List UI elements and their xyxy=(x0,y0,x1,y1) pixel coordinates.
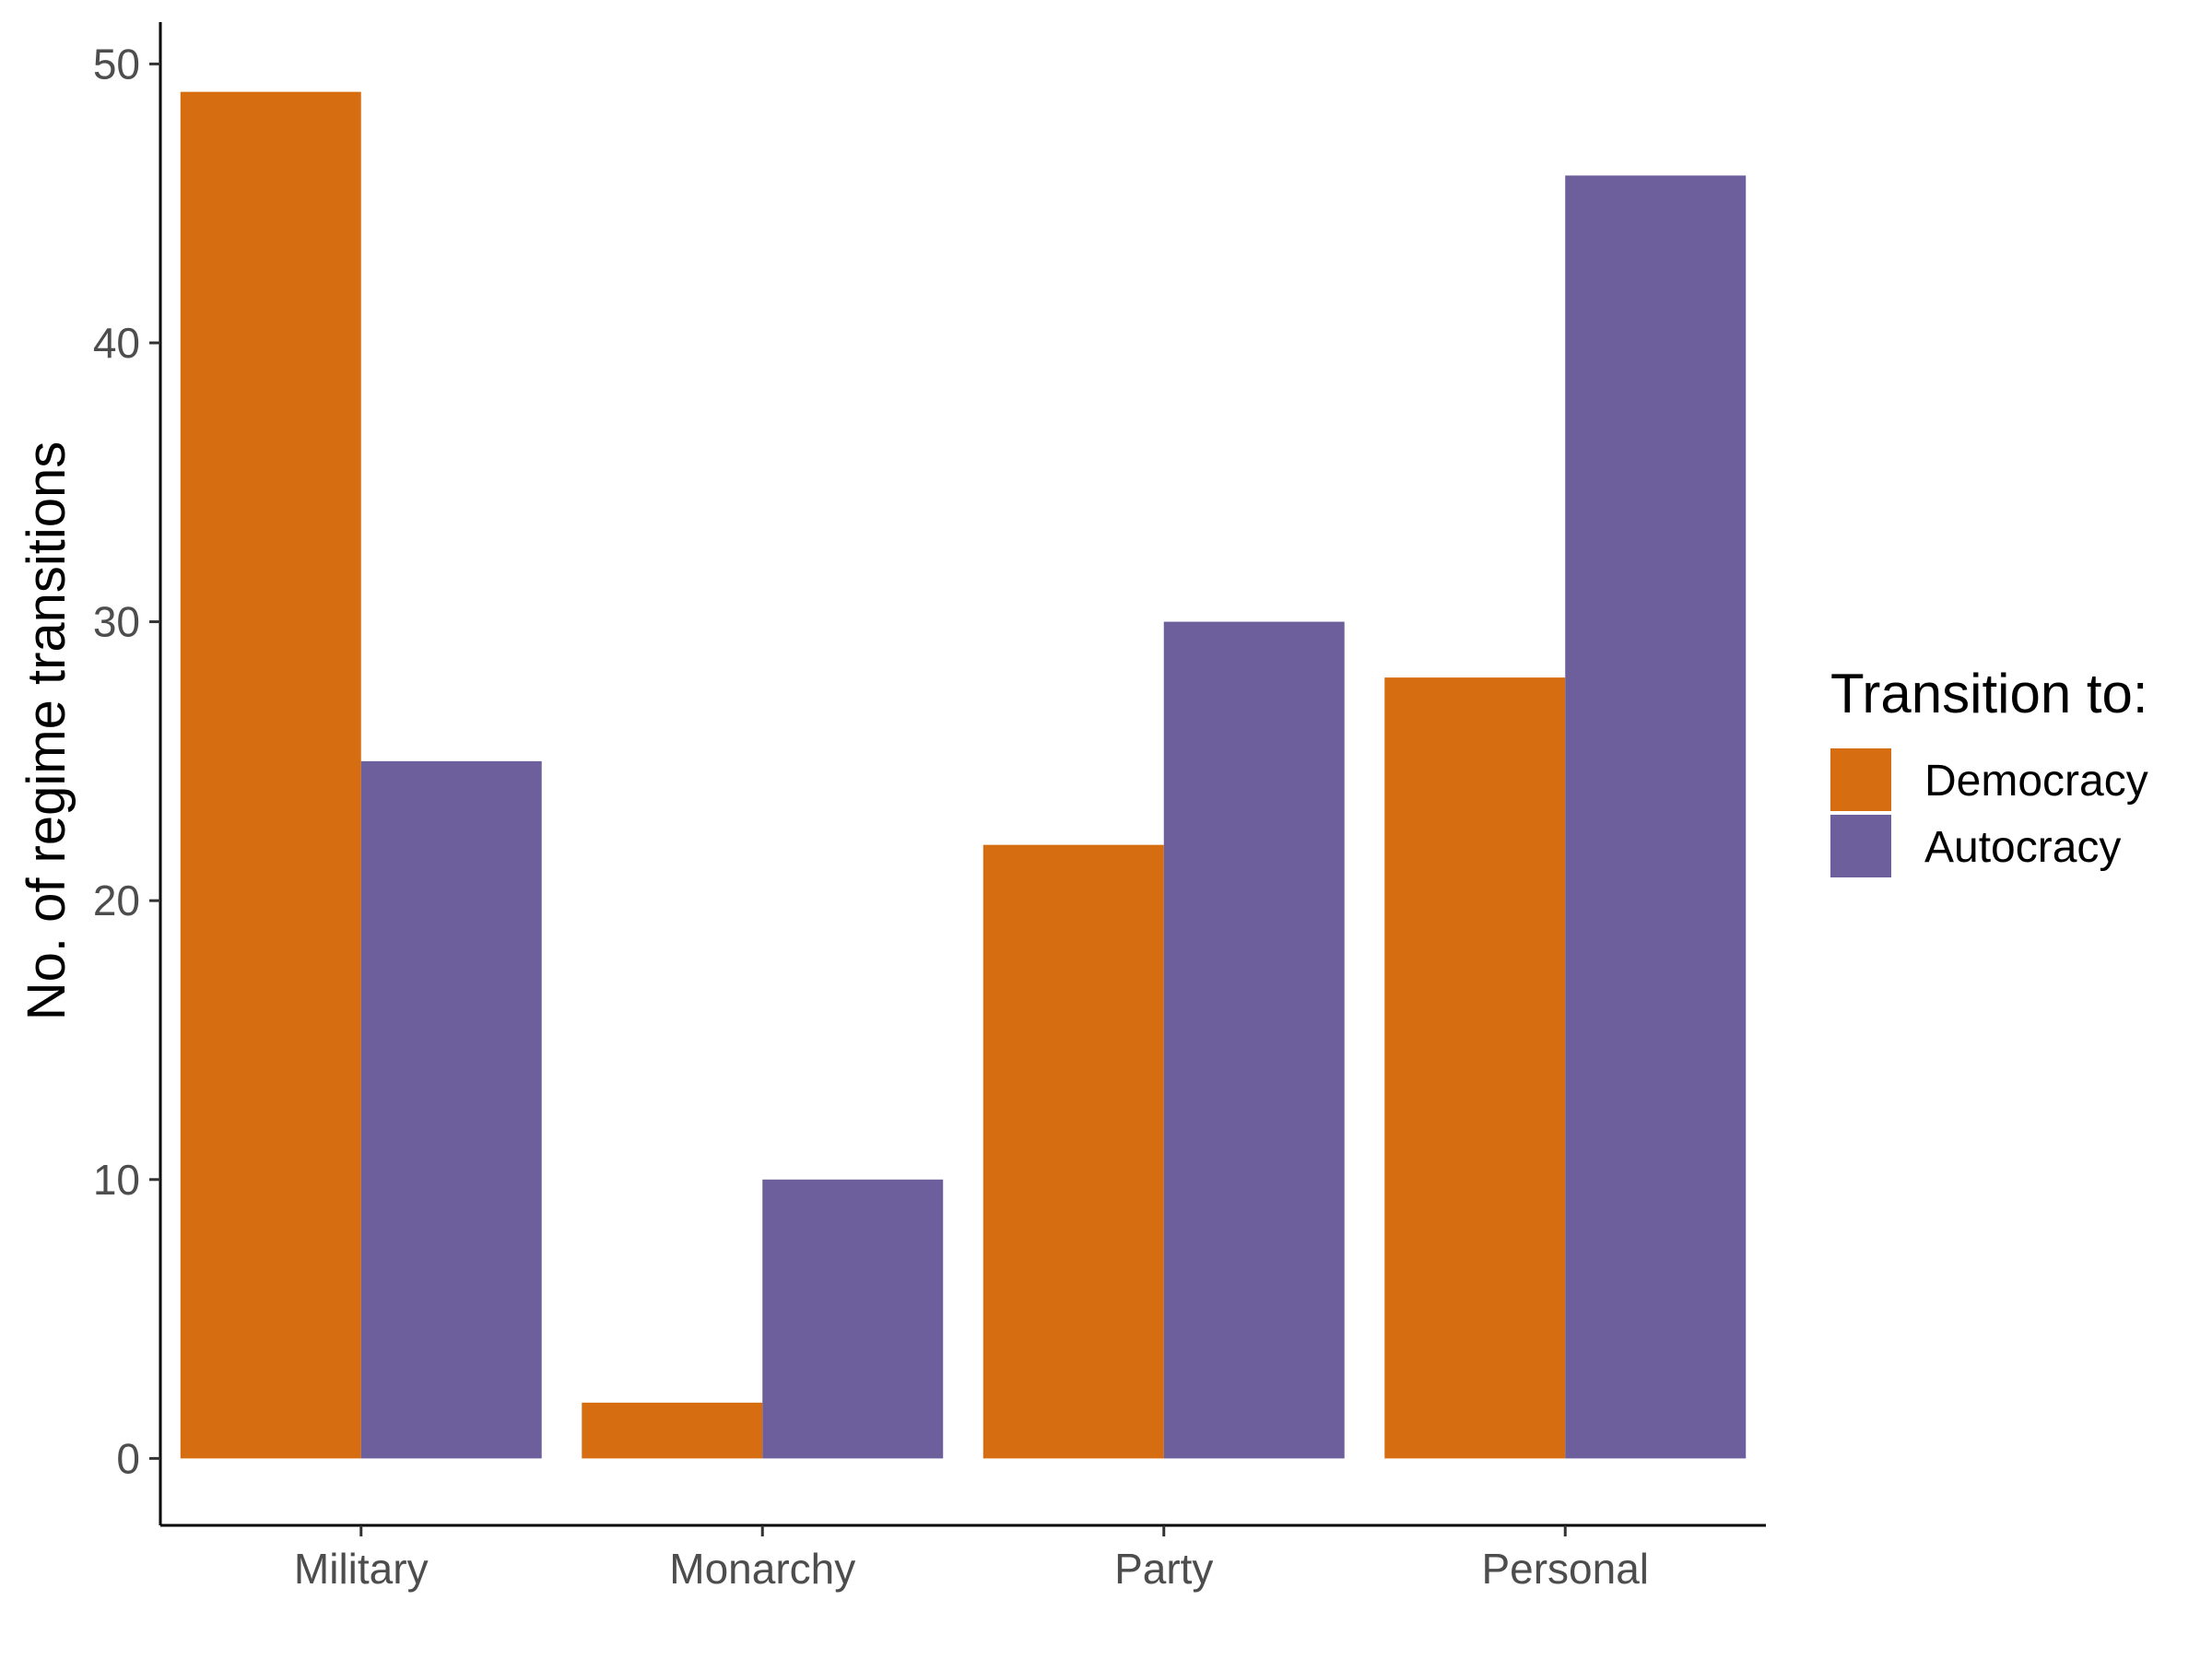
legend-label-autocracy: Autocracy xyxy=(1924,823,2121,872)
x-tick-label-personal: Personal xyxy=(1481,1545,1649,1593)
axes: 0 10 20 30 40 50 Military Monarchy Party Personal xyxy=(93,22,1766,1593)
bar-military-democracy xyxy=(180,91,361,1459)
bar-party-democracy xyxy=(982,844,1164,1459)
bar-monarchy-autocracy xyxy=(762,1179,944,1459)
bar-monarchy-democracy xyxy=(582,1402,763,1459)
x-tick-label-party: Party xyxy=(1114,1545,1213,1593)
y-tick-label: 50 xyxy=(93,40,140,88)
legend-title: Transition to: xyxy=(1830,663,2148,724)
x-tick-label-military: Military xyxy=(294,1545,429,1593)
y-tick-label: 10 xyxy=(93,1156,140,1204)
y-tick-label: 20 xyxy=(93,877,140,924)
bars xyxy=(180,91,1747,1459)
y-tick-label: 40 xyxy=(93,319,140,367)
legend-key-democracy xyxy=(1830,748,1891,811)
legend: Transition to: Democracy Autocracy xyxy=(1830,663,2148,877)
bar-military-autocracy xyxy=(360,760,542,1459)
y-tick-label: 0 xyxy=(116,1434,140,1482)
x-tick-label-monarchy: Monarchy xyxy=(669,1545,855,1593)
bar-personal-democracy xyxy=(1384,677,1566,1459)
bar-party-autocracy xyxy=(1163,621,1345,1459)
legend-key-autocracy xyxy=(1830,815,1891,877)
y-axis-title: No. of regime transitions xyxy=(17,441,76,1021)
legend-label-democracy: Democracy xyxy=(1924,757,2148,806)
y-tick-label: 30 xyxy=(93,598,140,646)
bar-personal-autocracy xyxy=(1565,175,1747,1459)
